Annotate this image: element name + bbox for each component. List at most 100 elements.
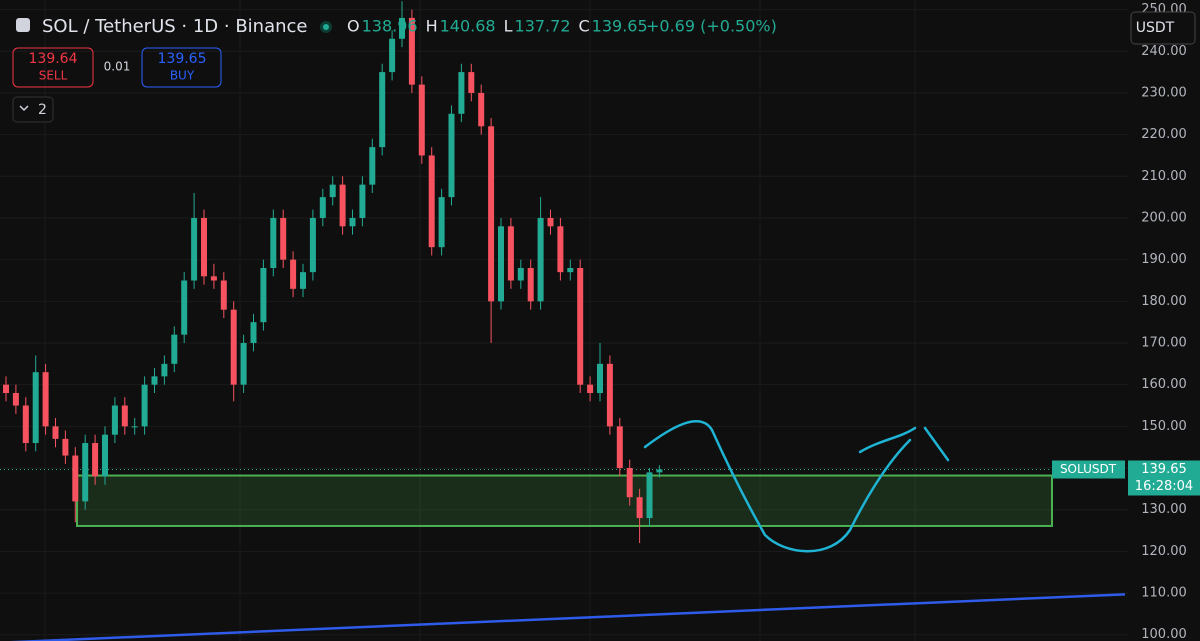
candle-body xyxy=(3,384,9,394)
candle-body xyxy=(498,226,504,302)
candle-body xyxy=(121,405,128,427)
ohlc-key: O xyxy=(347,17,360,36)
candle-body xyxy=(102,434,108,477)
candle-body xyxy=(52,426,59,439)
candle-body xyxy=(22,405,29,444)
change: +0.69 (+0.50%) xyxy=(646,17,777,36)
candle-body xyxy=(32,372,39,444)
candle-body xyxy=(319,197,326,218)
candle-body xyxy=(597,363,603,394)
sell-label[interactable]: SELL xyxy=(39,69,68,83)
plot xyxy=(0,1,1128,641)
candle-body xyxy=(527,267,534,302)
candle-body xyxy=(438,197,445,248)
y-tick-label: 100.00 xyxy=(1141,627,1187,641)
candle-body xyxy=(389,38,396,73)
candle-body xyxy=(587,384,594,394)
candle-body xyxy=(626,468,633,498)
candle-body xyxy=(309,217,316,273)
sell-price[interactable]: 139.64 xyxy=(29,51,78,67)
candle-body xyxy=(339,184,346,227)
y-tick-label: 130.00 xyxy=(1141,502,1187,517)
indicator-count[interactable]: 2 xyxy=(38,102,47,118)
candle-body xyxy=(656,469,663,473)
y-tick-label: 150.00 xyxy=(1141,419,1187,434)
y-tick-label: 200.00 xyxy=(1141,210,1187,225)
candle-body xyxy=(537,217,544,302)
candle-body xyxy=(151,376,158,385)
candle-body xyxy=(230,309,237,385)
ohlc-value: 140.68 xyxy=(440,17,496,36)
candle-body xyxy=(369,147,376,185)
candle-body xyxy=(478,92,485,127)
candle-body xyxy=(42,372,49,427)
symbol: SOL / TetherUS · 1D · Binance xyxy=(42,16,308,37)
candle-body xyxy=(280,217,287,260)
ohlc-value: 139.65 xyxy=(592,17,648,36)
candle-body xyxy=(547,217,554,227)
candle-body xyxy=(517,267,524,281)
buy-button[interactable] xyxy=(141,47,222,88)
scribble xyxy=(643,420,912,553)
candle-body xyxy=(557,226,564,273)
candle-body xyxy=(300,272,306,289)
candle-body xyxy=(359,184,366,218)
y-tick-label: 120.00 xyxy=(1141,544,1187,559)
price-axis xyxy=(1128,0,1200,641)
currency[interactable]: USDT xyxy=(1136,20,1175,36)
candle-body xyxy=(408,17,415,85)
candle-body xyxy=(448,113,455,198)
candle-body xyxy=(260,267,267,323)
chevron xyxy=(19,105,29,112)
candle-body xyxy=(577,267,584,385)
candle-body xyxy=(250,322,257,344)
sell-button[interactable] xyxy=(12,47,94,88)
currency-button[interactable] xyxy=(1130,11,1196,45)
trendline xyxy=(9,593,1126,641)
ohlc-value: 137.72 xyxy=(515,17,571,36)
candle-body xyxy=(270,217,277,268)
y-tick-label: 240.00 xyxy=(1141,44,1187,59)
buy-label[interactable]: BUY xyxy=(170,69,195,83)
logo xyxy=(16,18,30,32)
buy-price[interactable]: 139.65 xyxy=(158,51,207,67)
ohlc-key: H xyxy=(426,17,438,36)
candle-body xyxy=(191,217,198,281)
ohlc-key: L xyxy=(504,17,513,36)
candle-body xyxy=(606,363,613,427)
candle-body xyxy=(379,72,386,148)
ohlc-key: C xyxy=(579,17,590,36)
candle-body xyxy=(220,280,227,310)
candle-body xyxy=(181,280,188,335)
candle-body xyxy=(507,226,514,281)
y-tick-label: 160.00 xyxy=(1141,377,1187,392)
candle-body xyxy=(72,455,79,502)
candle-body xyxy=(646,472,653,519)
scribble xyxy=(923,426,950,462)
y-tick-label: 230.00 xyxy=(1141,85,1187,100)
y-tick-label: 210.00 xyxy=(1141,169,1187,184)
candle-body xyxy=(92,443,99,477)
ohlc-value: 138.96 xyxy=(362,17,418,36)
candle-body xyxy=(141,384,148,427)
candle-body xyxy=(201,217,207,277)
indicators-toggle[interactable] xyxy=(12,96,54,123)
candle-body xyxy=(12,393,19,406)
candle-body xyxy=(131,426,138,428)
candle-body xyxy=(171,334,178,364)
candle-body xyxy=(636,497,643,519)
price-tag xyxy=(1128,460,1200,496)
candle-body xyxy=(428,155,435,248)
candle-body xyxy=(62,438,69,456)
candle-body xyxy=(418,84,425,156)
status-dot xyxy=(323,24,329,30)
candle-body xyxy=(210,276,217,281)
candle-body xyxy=(111,405,118,435)
ohlc: O 138.96 H 140.68 L 137.72 C 139.65 xyxy=(347,17,648,36)
candle-body xyxy=(329,184,336,198)
candle-body xyxy=(567,267,574,273)
y-tick-label: 190.00 xyxy=(1141,252,1187,267)
spread: 0.01 xyxy=(104,60,131,74)
scribble xyxy=(858,426,917,454)
